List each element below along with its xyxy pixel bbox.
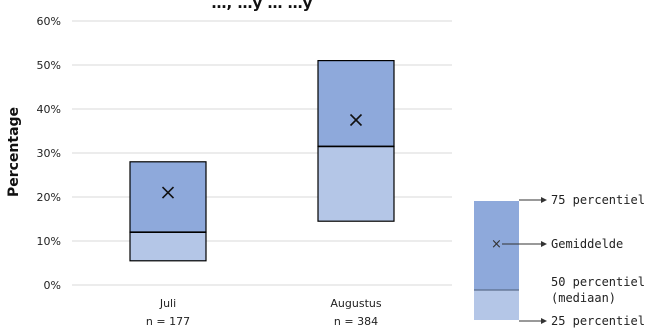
- category-label: Juli: [159, 297, 176, 310]
- y-tick-label: 40%: [37, 103, 61, 116]
- legend-label-p50: 50 percentiel: [551, 275, 645, 289]
- box-augustus: [317, 59, 395, 222]
- box-juli: [129, 161, 207, 262]
- category-labels: Juli n = 177 Augustus n = 384: [146, 297, 382, 328]
- y-tick-labels: 0% 10% 20% 30% 40% 50% 60%: [37, 15, 61, 292]
- category-n-label: n = 384: [334, 315, 378, 328]
- box-lower: [129, 231, 207, 262]
- y-tick-label: 0%: [44, 279, 61, 292]
- legend: × 75 percentiel Gemiddelde 50 percentiel…: [474, 193, 645, 328]
- legend-mean-marker: ×: [491, 237, 502, 252]
- legend-arrowhead-mean: [541, 241, 547, 247]
- legend-label-p50-sub: (mediaan): [551, 291, 616, 305]
- legend-lower-box: [474, 290, 519, 320]
- legend-arrowhead-p75: [541, 197, 547, 203]
- legend-label-mean: Gemiddelde: [551, 237, 623, 251]
- category-label: Augustus: [330, 297, 381, 310]
- box-upper: [317, 59, 395, 148]
- category-n-label: n = 177: [146, 315, 190, 328]
- y-tick-label: 30%: [37, 147, 61, 160]
- gridlines: [72, 20, 452, 286]
- mean-marker: [161, 186, 175, 199]
- box-upper: [129, 161, 207, 233]
- boxes: [129, 59, 395, 262]
- box-lower: [317, 145, 395, 222]
- legend-label-p75: 75 percentiel: [551, 193, 645, 207]
- chart-title: …, …y … …y: [212, 0, 313, 12]
- legend-upper-box: [474, 201, 519, 290]
- y-tick-label: 60%: [37, 15, 61, 28]
- y-tick-label: 50%: [37, 59, 61, 72]
- legend-label-p25: 25 percentiel: [551, 314, 645, 328]
- legend-arrowhead-p25: [541, 318, 547, 324]
- y-tick-label: 20%: [37, 191, 61, 204]
- mean-marker: [349, 113, 363, 127]
- y-axis-label: Percentage: [6, 107, 22, 197]
- y-tick-label: 10%: [37, 235, 61, 248]
